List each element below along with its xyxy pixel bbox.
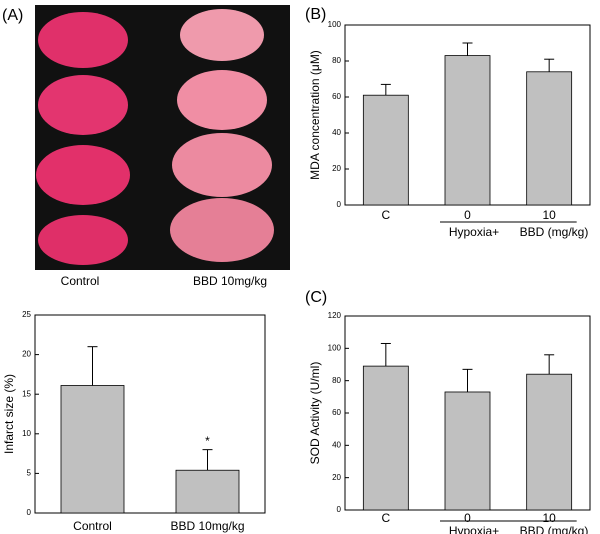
y-axis-label: Infarct size (%): [2, 374, 16, 454]
group-label: Hypoxia+: [449, 524, 499, 534]
group-sublabel: BBD (mg/kg): [520, 225, 589, 239]
bar: [444, 55, 491, 206]
group-sublabel: BBD (mg/kg): [520, 524, 589, 534]
bar: [362, 365, 409, 511]
y-axis-label: SOD Activity (U/ml): [308, 362, 322, 465]
y-tick-label: 80: [332, 56, 341, 65]
x-tick-label: C: [381, 208, 390, 222]
x-tick-label: C: [381, 511, 390, 525]
slice: [38, 215, 128, 265]
slice: [38, 75, 128, 135]
y-tick-label: 20: [22, 350, 31, 359]
plot-frame: [34, 314, 266, 514]
y-tick-label: 25: [22, 310, 31, 319]
bar: [175, 469, 240, 514]
x-tick-label: 10: [542, 511, 556, 525]
y-tick-label: 60: [332, 92, 341, 101]
bar: [444, 391, 491, 511]
panel-label: (B): [305, 6, 326, 23]
slice: [36, 145, 130, 205]
bar: [526, 373, 573, 511]
y-tick-label: 40: [332, 440, 341, 449]
bar: [362, 94, 409, 206]
y-tick-label: 5: [27, 469, 32, 478]
y-tick-label: 100: [328, 343, 342, 352]
y-tick-label: 80: [332, 376, 341, 385]
slice: [177, 70, 267, 130]
x-tick-label: 10: [542, 208, 556, 222]
group-label: Hypoxia+: [449, 225, 499, 239]
slice: [172, 133, 272, 197]
bar: [60, 385, 125, 514]
y-tick-label: 100: [328, 20, 342, 29]
bar: [526, 71, 573, 206]
panel-label: (C): [305, 289, 327, 306]
brain-slices-photo: [35, 5, 290, 270]
y-tick-label: 20: [332, 473, 341, 482]
y-tick-label: 40: [332, 128, 341, 137]
y-tick-label: 0: [27, 508, 32, 517]
panel-label: (A): [2, 7, 23, 24]
slice: [170, 198, 274, 262]
y-tick-label: 0: [337, 505, 342, 514]
x-tick-label: 0: [464, 208, 471, 222]
annotation: *: [205, 434, 210, 448]
photo-label: BBD 10mg/kg: [193, 274, 267, 288]
x-tick-label: Control: [73, 519, 112, 533]
x-tick-label: BBD 10mg/kg: [170, 519, 244, 533]
y-tick-label: 60: [332, 408, 341, 417]
x-tick-label: 0: [464, 511, 471, 525]
slice: [180, 9, 264, 61]
y-axis-label: MDA concentration (μM): [308, 50, 322, 180]
slice: [38, 12, 128, 68]
y-tick-label: 20: [332, 164, 341, 173]
y-tick-label: 10: [22, 429, 31, 438]
y-tick-label: 120: [328, 311, 342, 320]
y-tick-label: 0: [337, 200, 342, 209]
y-tick-label: 15: [22, 389, 31, 398]
photo-label: Control: [61, 274, 100, 288]
